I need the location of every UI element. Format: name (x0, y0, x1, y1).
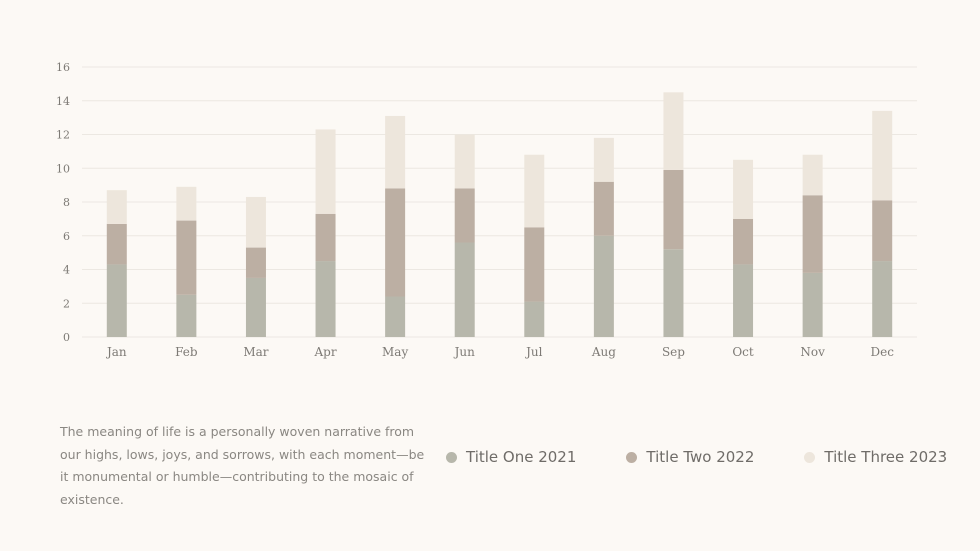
bar-apr-series-2 (315, 213, 336, 262)
stacked-bar-chart: 0 2 4 6 8 10 12 14 16 Jan Feb Mar Apr May Jun Jul Aug Se… (56, 61, 917, 359)
bar-may-series-2 (385, 188, 406, 297)
bar-jul-series-3 (524, 154, 545, 228)
y-tick-label: 0 (63, 331, 70, 344)
y-tick-label: 16 (56, 61, 70, 74)
bar-jun-series-3 (454, 134, 475, 189)
x-tick-label: Jun (453, 345, 476, 359)
bar-apr-series-3 (315, 129, 336, 214)
bar-mar-series-1 (245, 277, 266, 337)
bar-aug-series-2 (593, 181, 614, 236)
bar-apr-series-1 (315, 261, 336, 337)
bar-mar-series-3 (245, 196, 266, 248)
bar-may-series-1 (385, 296, 406, 337)
legend-swatch-series-2 (626, 451, 638, 463)
y-tick-label: 6 (63, 230, 70, 243)
bar-sep-series-2 (663, 169, 684, 250)
bars (106, 92, 893, 337)
bar-jul-series-2 (524, 227, 545, 302)
bar-jan-series-2 (106, 223, 127, 265)
bar-nov-series-3 (802, 154, 823, 196)
bar-dec-series-3 (872, 110, 893, 201)
x-tick-label: Oct (732, 345, 754, 359)
bar-feb-series-3 (176, 186, 197, 221)
bar-aug-series-3 (593, 137, 614, 182)
bar-dec-series-2 (872, 200, 893, 262)
legend-label-series-2: Title Two 2022 (646, 448, 755, 466)
legend-label-series-3: Title Three 2023 (824, 448, 948, 466)
bar-jan-series-3 (106, 190, 127, 224)
bar-nov-series-2 (802, 195, 823, 273)
bar-feb-series-1 (176, 294, 197, 337)
bar-oct-series-2 (733, 218, 754, 265)
bar-aug-series-1 (593, 235, 614, 337)
bar-sep-series-3 (663, 92, 684, 170)
x-tick-label: Jul (524, 345, 543, 359)
bar-sep-series-1 (663, 249, 684, 337)
bar-nov-series-1 (802, 272, 823, 337)
legend-item-series-2: Title Two 2022 (626, 448, 754, 466)
bar-oct-series-1 (733, 264, 754, 337)
x-tick-label: Feb (175, 345, 198, 359)
y-axis-ticks: 0 2 4 6 8 10 12 14 16 (56, 61, 70, 344)
bar-mar-series-2 (245, 247, 266, 278)
y-tick-label: 4 (63, 264, 70, 277)
legend-swatch-series-3 (804, 451, 816, 463)
bar-jun-series-2 (454, 188, 475, 243)
caption-text: The meaning of life is a personally wove… (60, 424, 425, 507)
y-tick-label: 8 (63, 196, 70, 209)
x-tick-label: Jan (105, 345, 127, 359)
bar-jan-series-1 (106, 264, 127, 337)
gridlines (82, 66, 917, 338)
x-axis-ticks: Jan Feb Mar Apr May Jun Jul Aug Sep Oct Nov Dec (105, 345, 894, 359)
legend-label-series-1: Title One 2021 (466, 448, 577, 466)
x-tick-label: Nov (800, 345, 825, 359)
y-tick-label: 2 (63, 297, 70, 310)
x-tick-label: Apr (313, 345, 336, 359)
bar-may-series-3 (385, 115, 406, 189)
bar-jul-series-1 (524, 301, 545, 337)
x-tick-label: May (382, 345, 408, 359)
y-tick-label: 12 (56, 129, 70, 142)
x-tick-label: Mar (243, 345, 268, 359)
bar-dec-series-1 (872, 261, 893, 337)
legend-item-series-1: Title One 2021 (446, 448, 576, 466)
y-tick-label: 14 (56, 95, 70, 108)
bar-oct-series-3 (733, 159, 754, 219)
y-tick-label: 10 (56, 162, 70, 175)
bar-jun-series-1 (454, 242, 475, 337)
x-tick-label: Aug (591, 345, 616, 359)
bar-feb-series-2 (176, 220, 197, 295)
legend-swatch-series-1 (446, 451, 457, 463)
x-tick-label: Sep (662, 345, 685, 359)
legend: Title One 2021 Title Two 2022 Title Thre… (446, 446, 947, 468)
x-tick-label: Dec (870, 345, 894, 359)
legend-item-series-3: Title Three 2023 (804, 448, 947, 466)
